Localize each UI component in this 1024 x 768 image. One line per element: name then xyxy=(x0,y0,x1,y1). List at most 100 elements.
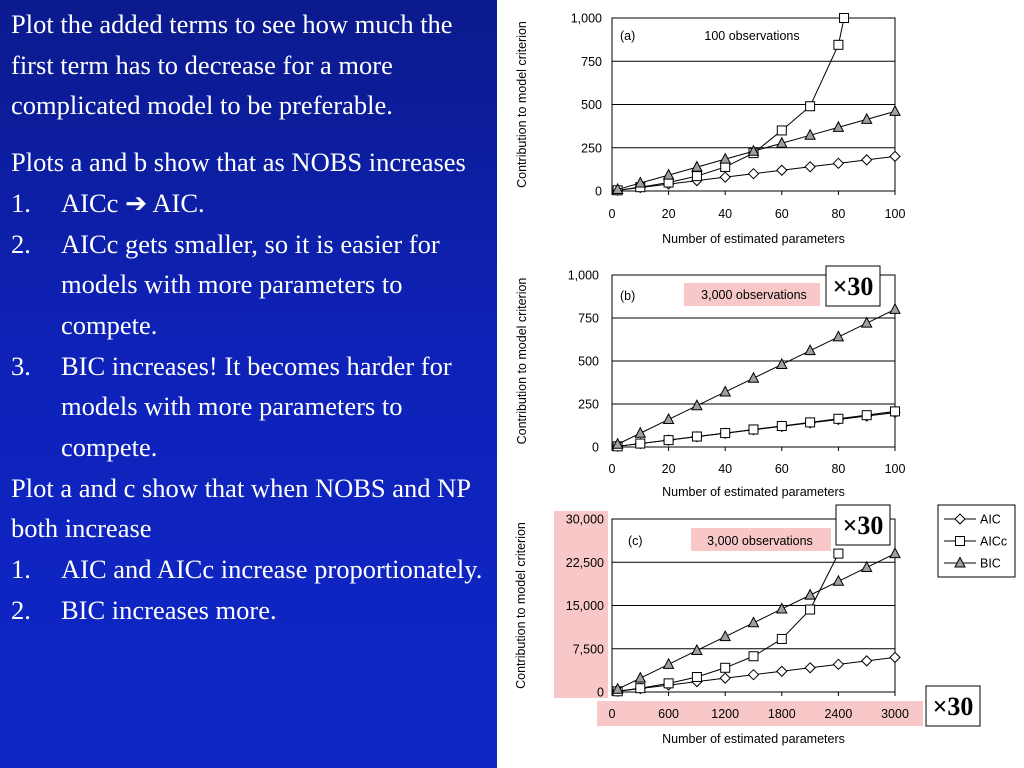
y-tick-label: 0 xyxy=(592,441,599,455)
chart-panel-2: 0 20 40 60 80 100 0 250 500 750 1,000 Number of est… xyxy=(515,269,905,500)
triangle-marker xyxy=(662,657,675,669)
triangle-marker xyxy=(719,152,732,164)
square-marker xyxy=(691,431,702,442)
list-item: 1. AIC and AICc increase proportionately… xyxy=(11,549,487,590)
x-tick-label: 0 xyxy=(609,707,616,721)
square-marker xyxy=(833,413,844,424)
plot-frame xyxy=(611,274,896,448)
panel-label: (a) xyxy=(620,29,635,43)
square-marker xyxy=(776,125,787,136)
panel-label: (b) xyxy=(620,289,635,303)
diamond-marker xyxy=(804,161,816,173)
multiplier-frame xyxy=(835,504,891,546)
x-tick-label: 80 xyxy=(831,207,845,221)
multiplier-box-b: ×30 xyxy=(825,265,881,307)
square-marker xyxy=(691,672,702,683)
square-marker xyxy=(890,406,900,417)
triangle-marker xyxy=(691,399,703,411)
diamond-marker xyxy=(860,154,873,166)
y-tick-label: 1,000 xyxy=(568,269,599,283)
chart-panel-3: 0 600 1200 1800 2400 3000 0 7,500 15,000 22,500 30… xyxy=(514,511,923,746)
square-marker xyxy=(720,161,731,172)
triangle-marker xyxy=(832,574,845,586)
triangle-marker xyxy=(634,426,647,438)
square-marker xyxy=(833,548,844,559)
square-marker xyxy=(833,39,844,50)
diamond-marker xyxy=(889,651,901,664)
list-text: BIC increases! It becomes harder for mod… xyxy=(61,350,452,463)
y-tick-label: 500 xyxy=(581,98,602,112)
square-marker xyxy=(776,633,787,644)
x-tick-label: 80 xyxy=(831,462,845,476)
series-line-bic xyxy=(617,553,896,690)
triangle-marker xyxy=(775,602,788,614)
triangle-marker xyxy=(691,160,703,172)
x-tick-label: 60 xyxy=(775,462,789,476)
observations-note: 3,000 observations xyxy=(701,288,807,302)
list-text: AIC and AICc increase proportionately. xyxy=(61,554,483,585)
square-marker xyxy=(720,428,731,439)
list-number: 1. xyxy=(11,187,31,218)
diamond-marker xyxy=(804,662,816,674)
arrow-right-icon: ➔ xyxy=(125,187,148,218)
y-tick-label: 750 xyxy=(578,312,599,326)
triangle-marker xyxy=(662,412,675,424)
triangle-marker xyxy=(954,556,966,568)
triangle-marker xyxy=(719,385,732,397)
multiplier-label: ×30 xyxy=(843,511,884,540)
multiplier-box-c-y: ×30 xyxy=(835,504,891,546)
triangle-marker xyxy=(634,671,647,683)
list-text: AIC. xyxy=(147,187,205,218)
diamond-marker xyxy=(889,150,901,163)
y-tick-label: 30,000 xyxy=(566,513,604,527)
intro-paragraph: Plot the added terms to see how much the… xyxy=(11,9,453,121)
list-item: 2. BIC increases more. xyxy=(11,590,487,631)
x-axis-label: Number of estimated parameters xyxy=(662,732,845,746)
plots-ab-paragraph: Plots a and b show that as NOBS increase… xyxy=(11,147,466,178)
triangle-marker xyxy=(662,168,675,180)
square-marker xyxy=(748,424,759,435)
triangle-marker xyxy=(889,302,901,314)
triangle-marker xyxy=(860,112,873,124)
y-tick-label: 250 xyxy=(578,398,599,412)
square-marker xyxy=(861,410,872,421)
list-number: 3. xyxy=(11,350,31,381)
series-line-aicc xyxy=(617,17,845,191)
triangle-marker xyxy=(775,357,788,369)
y-tick-highlight xyxy=(554,511,608,698)
observations-highlight xyxy=(691,528,831,551)
list-number: 2. xyxy=(11,228,31,259)
y-tick-label: 7,500 xyxy=(573,642,604,656)
legend-label-aic: AIC xyxy=(980,513,1001,527)
triangle-marker xyxy=(860,560,873,572)
triangle-marker xyxy=(611,682,624,694)
y-axis-label: Contribution to model criterion xyxy=(515,21,529,188)
triangle-marker xyxy=(634,176,647,188)
diamond-marker xyxy=(832,658,845,671)
list-item: 1. AICc ➔ AIC. xyxy=(11,183,487,224)
x-axis-label: Number of estimated parameters xyxy=(662,485,845,499)
x-tick-label: 3000 xyxy=(881,707,909,721)
legend-label-bic: BIC xyxy=(980,557,1001,571)
diamond-marker xyxy=(747,668,760,681)
x-tick-label: 0 xyxy=(609,207,616,221)
x-tick-label: 100 xyxy=(885,462,906,476)
x-tick-label: 60 xyxy=(775,207,789,221)
plots-ac-paragraph: Plot a and c show that when NOBS and NP … xyxy=(11,472,471,544)
multiplier-label: ×30 xyxy=(833,272,874,301)
y-tick-label: 15,000 xyxy=(566,599,604,613)
x-tick-label: 20 xyxy=(662,462,676,476)
square-marker xyxy=(691,171,702,182)
observations-note: 100 observations xyxy=(704,29,799,43)
diamond-marker xyxy=(776,164,788,176)
y-tick-label: 22,500 xyxy=(566,556,604,570)
charts-area: 0 20 40 60 80 100 0 250 500 750 1,000 Number of est… xyxy=(514,12,1016,746)
x-tick-label: 100 xyxy=(885,207,906,221)
series-group xyxy=(611,302,901,453)
square-marker xyxy=(805,417,816,428)
legend-label-aicc: AICc xyxy=(980,535,1007,549)
x-tick-label: 1800 xyxy=(768,707,796,721)
list-item: 3. BIC increases! It becomes harder for … xyxy=(11,346,487,468)
series-group xyxy=(611,547,901,698)
series-group xyxy=(611,13,901,197)
